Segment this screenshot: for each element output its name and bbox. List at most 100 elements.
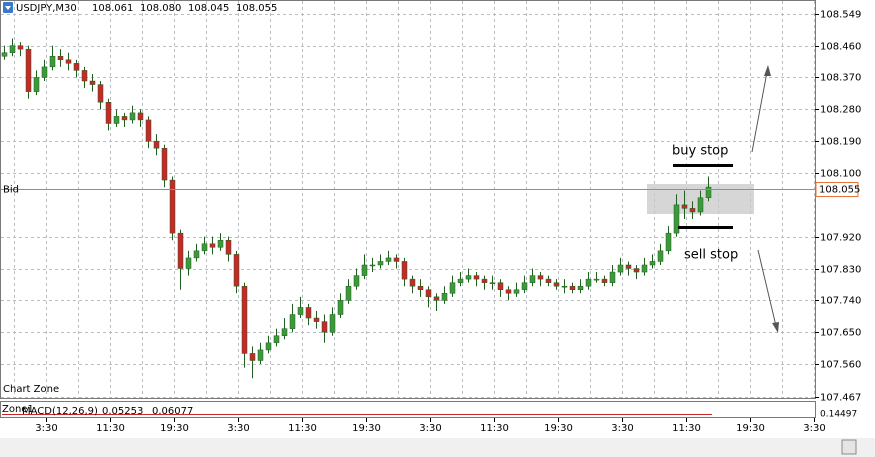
- x-tick-label: 19:30: [160, 423, 189, 434]
- indicator-name: MACD(12,26,9): [22, 406, 98, 417]
- candle-body: [369, 264, 376, 267]
- candle-body: [361, 264, 368, 276]
- x-tick-label: 3:30: [227, 423, 249, 434]
- x-tick-label: 3:30: [419, 423, 441, 434]
- candle-body: [345, 285, 352, 301]
- candle-body: [217, 239, 224, 248]
- candle-body: [169, 179, 176, 234]
- candle-body: [185, 257, 192, 269]
- scrollbar[interactable]: [0, 438, 875, 457]
- y-tick-label: 108.370: [820, 73, 861, 84]
- candle-body: [433, 296, 440, 301]
- candle-body: [153, 140, 160, 149]
- candle-body: [521, 282, 528, 290]
- candle-body: [161, 147, 168, 181]
- x-tick-label: 19:30: [544, 423, 573, 434]
- candle-body: [697, 197, 704, 213]
- candle-body: [273, 335, 280, 344]
- candle-body: [441, 293, 448, 301]
- candle-body: [209, 243, 216, 248]
- y-tick-label: 108.100: [820, 169, 861, 180]
- candle-body: [121, 116, 128, 121]
- candle-body: [81, 70, 88, 82]
- x-tick-label: 19:30: [352, 423, 381, 434]
- candle-body: [409, 278, 416, 287]
- candle-body: [505, 289, 512, 294]
- indicator-value: 0.05253: [102, 406, 143, 417]
- candle-body: [177, 232, 184, 269]
- x-tick-label: 3:30: [803, 423, 825, 434]
- x-tick-label: 11:30: [672, 423, 701, 434]
- candle-body: [233, 254, 240, 287]
- header-value: 108.045: [188, 3, 229, 14]
- candle-body: [289, 314, 296, 329]
- y-tick-label: 108.280: [820, 105, 861, 116]
- symbol-icon-arrow: [5, 6, 11, 10]
- candle-body: [377, 261, 384, 266]
- x-tick-label: 11:30: [288, 423, 317, 434]
- header-value: 108.080: [140, 3, 181, 14]
- candle-body: [529, 275, 536, 283]
- candle-body: [129, 112, 136, 121]
- y-tick-label: 108.190: [820, 137, 861, 148]
- candle-body: [569, 285, 576, 290]
- candle-body: [449, 282, 456, 294]
- candle-body: [201, 243, 208, 252]
- candle-body: [689, 208, 696, 213]
- x-tick-label: 3:30: [35, 423, 57, 434]
- up-arrow: [751, 71, 768, 153]
- candle-body: [241, 285, 248, 354]
- candle-body: [561, 285, 568, 288]
- y-tick-label: 107.830: [820, 265, 861, 276]
- x-tick-label: 19:30: [736, 423, 765, 434]
- candle-body: [49, 56, 56, 68]
- candle-body: [585, 278, 592, 287]
- subwindow-zone: Zone1: [2, 404, 34, 415]
- candle-body: [145, 119, 152, 142]
- candle-body: [649, 261, 656, 266]
- candle-body: [481, 278, 488, 283]
- header-value: 108.061: [92, 3, 133, 14]
- candle-body: [305, 307, 312, 319]
- candle-body: [609, 271, 616, 283]
- bid-price-box: [815, 182, 859, 197]
- y-tick-label: 107.650: [820, 328, 861, 339]
- subwindow-scale: 0.14497: [820, 410, 857, 420]
- candle-body: [329, 314, 336, 333]
- y-tick-label: 108.460: [820, 42, 861, 53]
- candle-body: [193, 250, 200, 259]
- candle-body: [337, 300, 344, 315]
- header-value: 108.055: [236, 3, 277, 14]
- candle-body: [73, 63, 80, 71]
- candle-body: [425, 289, 432, 298]
- candle-body: [673, 204, 680, 234]
- candle-body: [265, 342, 272, 351]
- down-arrow: [757, 249, 777, 327]
- candle-body: [545, 278, 552, 283]
- candle-body: [225, 239, 232, 255]
- x-tick-label: 11:30: [96, 423, 125, 434]
- candle-body: [641, 264, 648, 273]
- candle-body: [473, 275, 480, 280]
- candle-body: [41, 66, 48, 78]
- candle-body: [489, 282, 496, 284]
- candle-body: [593, 278, 600, 281]
- candle-body: [33, 77, 40, 92]
- subwindow-frame: [0, 401, 816, 418]
- candle-body: [25, 48, 32, 92]
- candle-body: [105, 101, 112, 124]
- y-tick-label: 107.560: [820, 360, 861, 371]
- candle-body: [137, 112, 144, 121]
- candle-body: [313, 317, 320, 322]
- candle-body: [249, 353, 256, 361]
- candle-body: [9, 45, 16, 53]
- x-tick-label: 11:30: [480, 423, 509, 434]
- candle-body: [625, 264, 632, 269]
- candle-body: [465, 275, 472, 280]
- candle-body: [457, 278, 464, 283]
- candle-body: [393, 257, 400, 262]
- scrollbar-thumb[interactable]: [841, 439, 857, 455]
- candle-body: [617, 264, 624, 273]
